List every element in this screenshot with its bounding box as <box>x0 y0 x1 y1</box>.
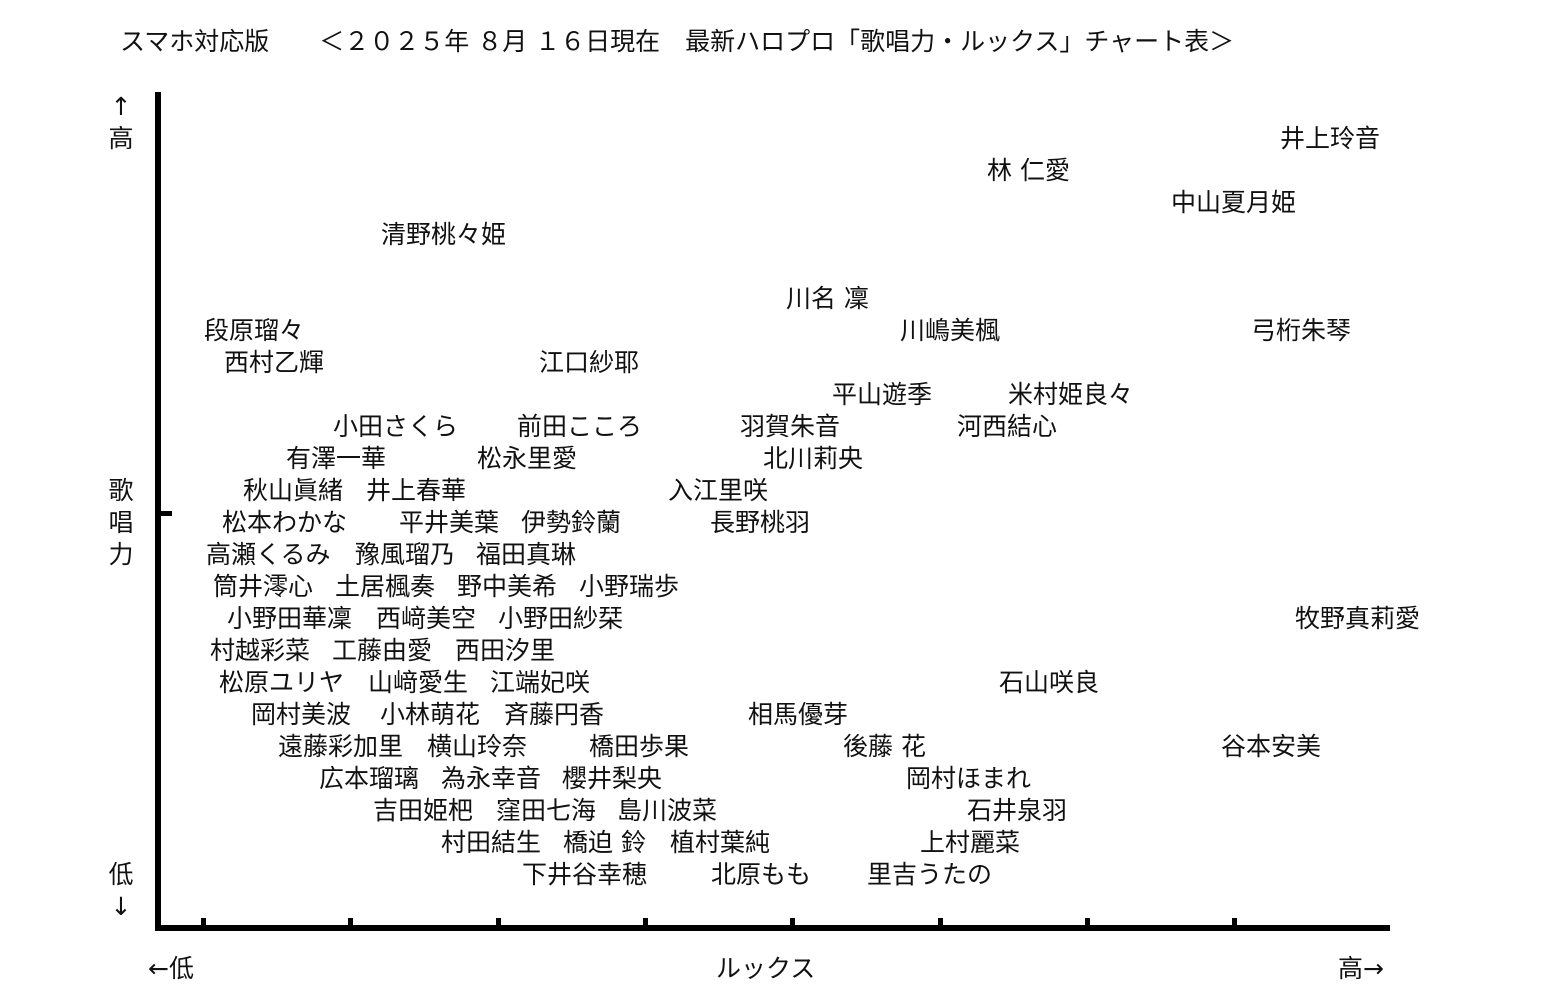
member-label: 村田結生 <box>441 828 542 857</box>
member-label: 松原ユリヤ <box>219 668 345 697</box>
member-label: 弓桁朱琴 <box>1251 316 1352 345</box>
member-label: 清野桃々姫 <box>381 220 507 249</box>
x-axis-tick <box>348 918 354 926</box>
member-label: 福田真琳 <box>476 540 577 569</box>
member-label: 吉田姫杷 <box>373 796 474 825</box>
member-label: 土居楓奏 <box>335 572 436 601</box>
member-label: 櫻井梨央 <box>562 764 663 793</box>
member-label: 平井美葉 <box>399 508 500 537</box>
member-label: 谷本安美 <box>1221 732 1322 761</box>
x-axis-tick <box>1232 918 1238 926</box>
member-label: 斉藤円香 <box>504 700 605 729</box>
member-label: 岡村ほまれ <box>906 764 1032 793</box>
member-label: 島川波菜 <box>617 796 718 825</box>
member-label: 井上春華 <box>366 476 467 505</box>
member-label: 川嶋美楓 <box>900 316 1001 345</box>
member-label: 西田汐里 <box>455 636 556 665</box>
member-label: 植村葉純 <box>670 828 771 857</box>
page-title: スマホ対応版 ＜２０２５年 ８月 １６日現在 最新ハロプロ「歌唱力・ルックス」チ… <box>120 27 1235 56</box>
y-axis-tick <box>161 511 172 516</box>
member-label: 江口紗耶 <box>539 348 640 377</box>
member-label: 西﨑美空 <box>376 604 477 633</box>
member-label: 長野桃羽 <box>710 508 811 537</box>
member-label: 小林萌花 <box>380 700 481 729</box>
member-label: 江端妃咲 <box>490 668 591 697</box>
member-label: 上村麗菜 <box>920 828 1021 857</box>
member-label: 北原もも <box>711 860 812 889</box>
member-label: 北川莉央 <box>763 444 864 473</box>
x-axis-tick <box>495 918 501 926</box>
y-high-label: 高 <box>108 124 134 153</box>
x-high-label: 高→ <box>1338 954 1384 983</box>
x-axis <box>155 925 1390 931</box>
y-label-char: 唱 <box>108 508 134 537</box>
member-label: 秋山眞緒 <box>243 476 344 505</box>
member-label: 松永里愛 <box>477 444 578 473</box>
member-label: 広本瑠璃 <box>319 764 420 793</box>
member-label: 河西結心 <box>957 412 1058 441</box>
member-label: 相馬優芽 <box>748 700 849 729</box>
member-label: 平山遊季 <box>832 380 933 409</box>
x-axis-tick <box>790 918 796 926</box>
y-low-arrow: ↓ <box>110 892 132 921</box>
member-label: 川名 凜 <box>786 284 869 313</box>
member-label: 野中美希 <box>457 572 558 601</box>
member-label: 石井泉羽 <box>967 796 1068 825</box>
member-label: 山﨑愛生 <box>368 668 469 697</box>
member-label: 小野田紗栞 <box>498 604 624 633</box>
y-label-char: 力 <box>108 540 134 569</box>
member-label: 松本わかな <box>222 508 348 537</box>
member-label: 村越彩菜 <box>210 636 311 665</box>
member-label: 豫風瑠乃 <box>355 540 456 569</box>
member-label: 橋迫 鈴 <box>563 828 646 857</box>
member-label: 高瀬くるみ <box>206 540 331 569</box>
y-label-char: 歌 <box>108 476 134 505</box>
member-label: 下井谷幸穂 <box>522 860 648 889</box>
y-high-arrow: ↑ <box>110 92 132 121</box>
member-label: 西村乙輝 <box>224 348 325 377</box>
member-label: 林 仁愛 <box>987 156 1070 185</box>
member-label: 工藤由愛 <box>332 636 433 665</box>
x-axis-tick <box>201 918 206 926</box>
member-label: 小野田華凜 <box>227 604 353 633</box>
member-label: 為永幸音 <box>441 764 542 793</box>
member-label: 米村姫良々 <box>1008 380 1134 409</box>
member-label: 伊勢鈴蘭 <box>521 508 622 537</box>
x-axis-tick <box>937 918 943 926</box>
member-label: 横山玲奈 <box>427 732 528 761</box>
member-label: 前田こころ <box>517 412 643 441</box>
x-axis-tick <box>1084 918 1090 926</box>
member-label: 橋田歩果 <box>589 732 690 761</box>
member-label: 里吉うたの <box>867 860 993 889</box>
member-label: 遠藤彩加里 <box>278 732 404 761</box>
member-label: 段原瑠々 <box>204 316 305 345</box>
member-label: 井上玲音 <box>1280 124 1381 153</box>
x-axis-label: ルックス <box>716 954 816 983</box>
member-label: 小田さくら <box>333 412 459 441</box>
member-label: 中山夏月姫 <box>1171 188 1297 217</box>
member-label: 窪田七海 <box>496 796 597 825</box>
member-label: 小野瑞歩 <box>579 572 680 601</box>
member-label: 羽賀朱音 <box>740 412 841 441</box>
x-axis-tick <box>642 918 648 926</box>
member-label: 石山咲良 <box>999 668 1100 697</box>
member-label: 筒井澪心 <box>213 572 314 601</box>
member-label: 後藤 花 <box>843 732 926 761</box>
member-label: 入江里咲 <box>668 476 769 505</box>
member-label: 岡村美波 <box>251 700 352 729</box>
y-axis <box>155 92 161 931</box>
x-low-label: ←低 <box>148 954 194 983</box>
member-label: 有澤一華 <box>286 444 387 473</box>
member-label: 牧野真莉愛 <box>1295 604 1421 633</box>
y-low-label: 低 <box>108 860 134 889</box>
